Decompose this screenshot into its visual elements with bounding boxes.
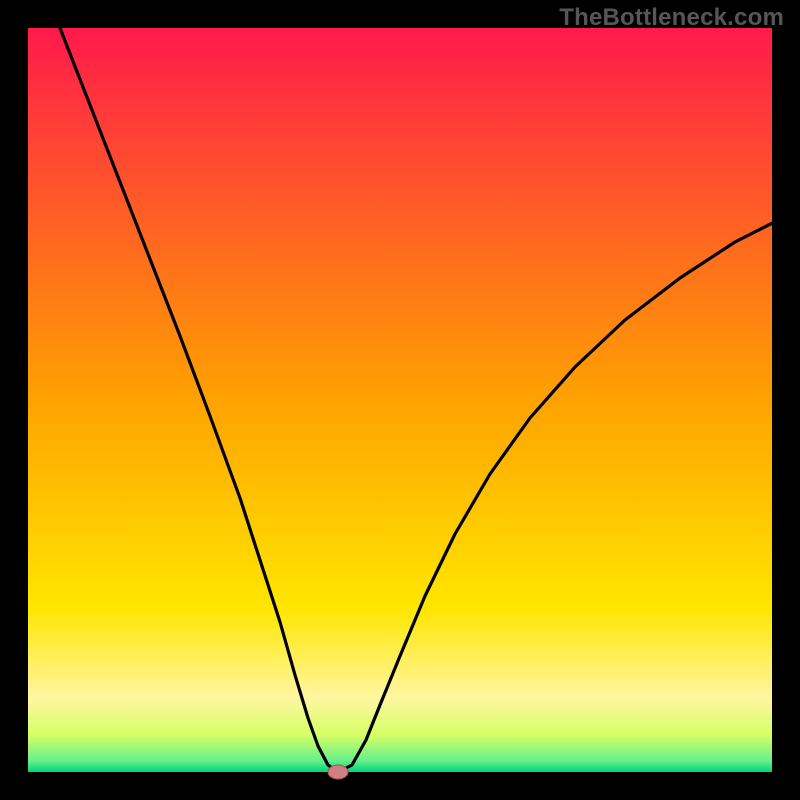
marker-ellipse [328, 765, 348, 779]
chart-container: { "watermark": { "text": "TheBottleneck.… [0, 0, 800, 800]
minimum-marker [0, 0, 800, 800]
watermark-text: TheBottleneck.com [559, 4, 784, 32]
